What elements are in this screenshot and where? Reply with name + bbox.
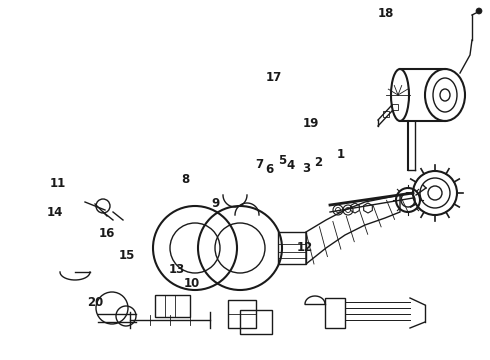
Text: 16: 16 bbox=[98, 227, 115, 240]
Text: 9: 9 bbox=[212, 197, 220, 210]
Text: 12: 12 bbox=[296, 241, 313, 254]
Text: 3: 3 bbox=[302, 162, 310, 175]
Text: 5: 5 bbox=[278, 154, 286, 167]
Bar bbox=[383, 111, 389, 117]
Text: 19: 19 bbox=[303, 117, 319, 130]
Text: 11: 11 bbox=[49, 177, 66, 190]
Text: 14: 14 bbox=[47, 206, 63, 219]
Text: 8: 8 bbox=[181, 173, 189, 186]
Text: 6: 6 bbox=[265, 163, 273, 176]
Text: 15: 15 bbox=[118, 249, 135, 262]
Text: 20: 20 bbox=[87, 296, 104, 309]
Bar bbox=[325, 298, 345, 328]
Bar bbox=[155, 295, 190, 317]
Text: 13: 13 bbox=[168, 263, 185, 276]
Bar bbox=[240, 310, 272, 334]
Text: 17: 17 bbox=[265, 71, 282, 84]
Bar bbox=[392, 104, 398, 110]
Text: 10: 10 bbox=[184, 277, 200, 290]
Circle shape bbox=[476, 8, 482, 14]
Text: 1: 1 bbox=[337, 148, 344, 161]
Text: 4: 4 bbox=[287, 159, 294, 172]
Bar bbox=[278, 232, 306, 264]
Text: 7: 7 bbox=[256, 158, 264, 171]
Bar bbox=[228, 300, 256, 328]
Text: 2: 2 bbox=[315, 156, 322, 168]
Text: 18: 18 bbox=[378, 7, 394, 20]
